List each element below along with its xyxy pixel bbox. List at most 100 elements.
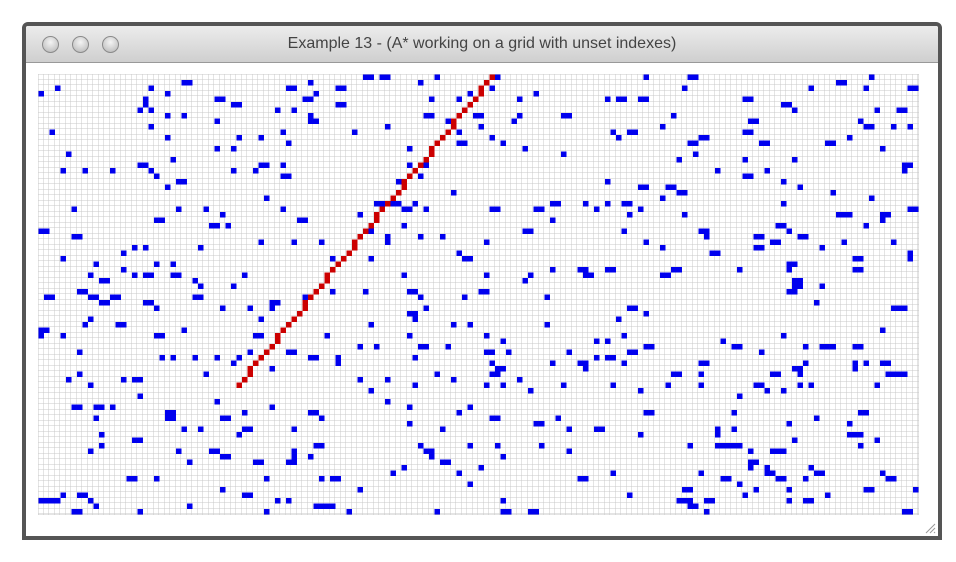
obstacle-cell — [863, 223, 869, 229]
obstacle-cell — [913, 85, 919, 91]
obstacle-cell — [198, 426, 204, 432]
path-cell — [247, 366, 253, 372]
obstacle-cell — [143, 300, 149, 306]
obstacle-cell — [352, 129, 358, 135]
obstacle-cell — [484, 333, 490, 339]
obstacle-cell — [418, 80, 424, 86]
obstacle-cell — [671, 113, 677, 119]
obstacle-cell — [165, 410, 171, 416]
obstacle-cell — [148, 300, 154, 306]
obstacle-cell — [209, 448, 215, 454]
obstacle-cell — [203, 371, 209, 377]
obstacle-cell — [786, 261, 792, 267]
obstacle-cell — [324, 333, 330, 339]
obstacle-cell — [825, 492, 831, 498]
obstacle-cell — [418, 294, 424, 300]
obstacle-cell — [907, 509, 913, 515]
obstacle-cell — [775, 448, 781, 454]
obstacle-cell — [357, 344, 363, 350]
obstacle-cell — [863, 410, 869, 416]
obstacle-cell — [423, 344, 429, 350]
obstacle-cell — [264, 195, 270, 201]
obstacle-cell — [434, 74, 440, 80]
obstacle-cell — [291, 426, 297, 432]
obstacle-cell — [643, 184, 649, 190]
obstacle-cell — [797, 283, 803, 289]
obstacle-cell — [198, 294, 204, 300]
obstacle-cell — [407, 311, 413, 317]
obstacle-cell — [88, 448, 94, 454]
obstacle-cell — [858, 410, 864, 416]
path-cell — [330, 267, 336, 273]
obstacle-cell — [88, 294, 94, 300]
obstacle-cell — [605, 96, 611, 102]
obstacle-cell — [291, 459, 297, 465]
obstacle-cell — [423, 162, 429, 168]
resize-grip[interactable] — [924, 522, 936, 534]
obstacle-cell — [566, 448, 572, 454]
obstacle-cell — [748, 465, 754, 471]
obstacle-cell — [49, 129, 55, 135]
obstacle-cell — [731, 443, 737, 449]
obstacle-cell — [55, 85, 61, 91]
obstacle-cell — [225, 454, 231, 460]
path-cell — [418, 162, 424, 168]
path-cell — [489, 74, 495, 80]
obstacle-cell — [154, 217, 160, 223]
obstacle-cell — [154, 476, 160, 482]
obstacle-cell — [484, 272, 490, 278]
obstacle-cell — [891, 476, 897, 482]
obstacle-cell — [902, 168, 908, 174]
obstacle-cell — [500, 366, 506, 372]
zoom-button[interactable] — [102, 36, 119, 53]
path-cell — [434, 140, 440, 146]
close-button[interactable] — [42, 36, 59, 53]
path-cell — [412, 168, 418, 174]
obstacle-cell — [753, 234, 759, 240]
obstacle-cell — [781, 223, 787, 229]
obstacle-cell — [566, 426, 572, 432]
obstacle-cell — [38, 498, 44, 504]
obstacle-cell — [660, 272, 666, 278]
path-cell — [236, 382, 242, 388]
obstacle-cell — [412, 201, 418, 207]
path-cell — [374, 212, 380, 218]
obstacle-cell — [550, 360, 556, 366]
obstacle-cell — [489, 360, 495, 366]
obstacle-cell — [324, 503, 330, 509]
obstacle-cell — [467, 481, 473, 487]
path-cell — [407, 173, 413, 179]
obstacle-cell — [198, 245, 204, 251]
obstacle-cell — [319, 476, 325, 482]
minimize-button[interactable] — [72, 36, 89, 53]
obstacle-cell — [368, 256, 374, 262]
obstacle-cell — [781, 448, 787, 454]
obstacle-cell — [577, 476, 583, 482]
obstacle-cell — [808, 465, 814, 471]
path-cell — [429, 146, 435, 152]
obstacle-cell — [561, 382, 567, 388]
obstacle-cell — [544, 322, 550, 328]
obstacle-cell — [885, 371, 891, 377]
obstacle-cell — [467, 443, 473, 449]
obstacle-cell — [797, 278, 803, 284]
obstacle-cell — [797, 382, 803, 388]
obstacle-cell — [550, 267, 556, 273]
obstacle-cell — [830, 344, 836, 350]
obstacle-cell — [165, 135, 171, 141]
obstacle-cell — [803, 360, 809, 366]
obstacle-cell — [781, 102, 787, 108]
obstacle-cell — [533, 206, 539, 212]
obstacle-cell — [671, 184, 677, 190]
obstacle-cell — [517, 377, 523, 383]
path-cell — [478, 85, 484, 91]
obstacle-cell — [517, 96, 523, 102]
obstacle-cell — [781, 333, 787, 339]
obstacle-cell — [176, 179, 182, 185]
obstacle-cell — [682, 212, 688, 218]
obstacle-cell — [456, 250, 462, 256]
obstacle-cell — [137, 377, 143, 383]
obstacle-cell — [467, 256, 473, 262]
obstacle-cell — [770, 239, 776, 245]
obstacle-cell — [720, 476, 726, 482]
